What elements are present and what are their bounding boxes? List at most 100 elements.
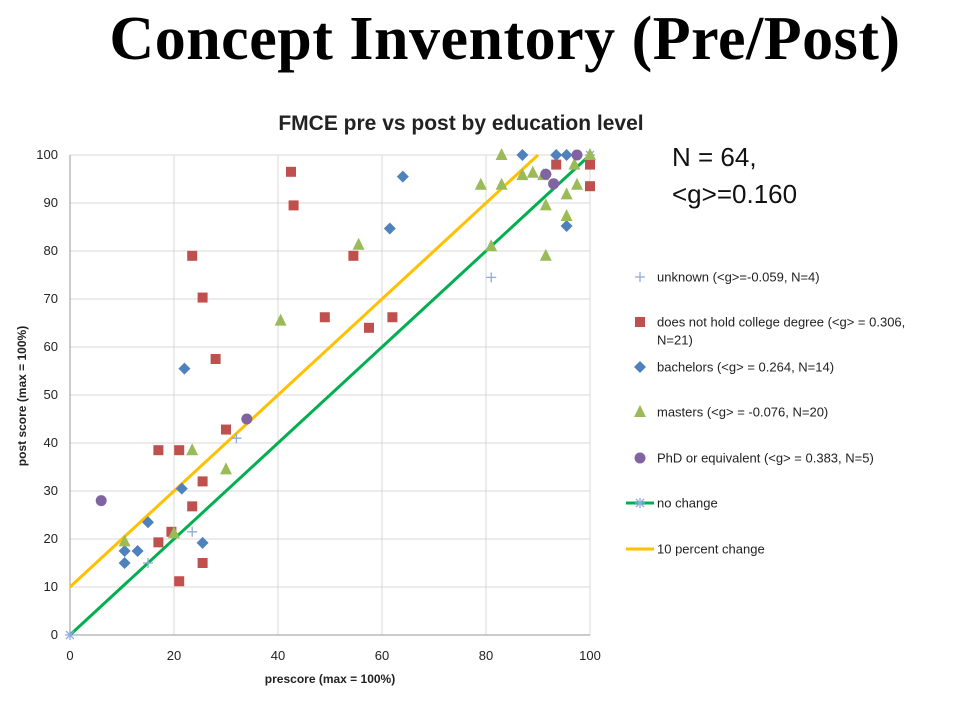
y-tick-label: 40 bbox=[44, 435, 58, 450]
legend-label: PhD or equivalent (<g> = 0.383, N=5) bbox=[657, 451, 874, 466]
data-point-s4 bbox=[540, 168, 552, 180]
data-point-s1 bbox=[348, 250, 359, 261]
legend-swatch bbox=[634, 405, 646, 417]
tick-labels: 0 10 20 30 40 50 60 70 80 90 100 0 20 40 60 80 100 bbox=[36, 147, 601, 663]
legend-label: does not hold college degree (<g> = 0.30… bbox=[657, 315, 905, 348]
y-tick-label: 30 bbox=[44, 483, 58, 498]
note-line-2: <g>=0.160 bbox=[672, 179, 797, 209]
x-tick-label: 0 bbox=[66, 648, 73, 663]
legend-label: unknown (<g>=-0.059, N=4) bbox=[657, 270, 820, 285]
x-axis-label: prescore (max = 100%) bbox=[265, 672, 395, 686]
data-point-s2 bbox=[196, 536, 209, 549]
legend-item-4: PhD or equivalent (<g> = 0.383, N=5) bbox=[634, 451, 874, 466]
legend-item-0: unknown (<g>=-0.059, N=4) bbox=[635, 270, 820, 285]
data-point-s1 bbox=[153, 537, 164, 548]
legend-label-line: masters (<g> = -0.076, N=20) bbox=[657, 405, 828, 420]
legend-label: no change bbox=[657, 496, 718, 511]
data-point-s1 bbox=[210, 354, 221, 364]
series-line-5 bbox=[68, 153, 592, 637]
data-point-s1 bbox=[197, 292, 208, 303]
legend-label-line: no change bbox=[657, 496, 718, 511]
data-point-s0 bbox=[143, 558, 153, 568]
data-point-s4 bbox=[548, 178, 560, 190]
legend-label-line: PhD or equivalent (<g> = 0.383, N=5) bbox=[657, 451, 874, 466]
data-point-s2 bbox=[396, 170, 409, 183]
legend-item-5: no change bbox=[626, 496, 718, 511]
data-point-s3 bbox=[568, 157, 581, 170]
x-tick-label: 100 bbox=[579, 648, 601, 663]
data-point-s1 bbox=[286, 166, 296, 177]
legend-swatch bbox=[634, 452, 646, 464]
data-point-s3 bbox=[220, 462, 232, 475]
legend-label: 10 percent change bbox=[657, 542, 765, 557]
data-point-s1 bbox=[585, 181, 595, 192]
legend-item-1: does not hold college degree (<g> = 0.30… bbox=[635, 315, 905, 348]
legend-item-2: bachelors (<g> = 0.264, N=14) bbox=[634, 360, 834, 375]
y-tick-label: 70 bbox=[44, 291, 58, 306]
y-tick-label: 50 bbox=[44, 387, 58, 402]
legend-item-3: masters (<g> = -0.076, N=20) bbox=[634, 405, 828, 420]
data-point-s3 bbox=[274, 313, 287, 326]
data-point-s1 bbox=[551, 159, 562, 170]
data-point-s2 bbox=[118, 557, 131, 569]
data-point-s3 bbox=[539, 198, 552, 211]
data-point-s2 bbox=[383, 222, 396, 235]
y-tick-label: 0 bbox=[51, 627, 58, 642]
data-point-s2 bbox=[142, 516, 154, 529]
data-point-s1 bbox=[197, 558, 208, 568]
data-point-s4 bbox=[571, 149, 583, 161]
legend-swatch bbox=[635, 272, 645, 282]
data-point-s1 bbox=[187, 250, 198, 261]
data-point-s1 bbox=[174, 445, 185, 456]
data-point-s1 bbox=[174, 576, 185, 587]
legend-swatch bbox=[635, 317, 645, 327]
data-point-s1 bbox=[153, 445, 164, 456]
data-point-s1 bbox=[288, 200, 299, 211]
data-point-s4 bbox=[241, 413, 253, 425]
data-point-s3 bbox=[526, 165, 539, 178]
data-points bbox=[95, 148, 596, 587]
data-point-s3 bbox=[516, 168, 529, 181]
data-point-s1 bbox=[387, 312, 398, 323]
y-tick-label: 100 bbox=[36, 147, 58, 162]
y-tick-label: 10 bbox=[44, 579, 58, 594]
data-point-s3 bbox=[352, 237, 365, 250]
data-point-s1 bbox=[221, 424, 231, 435]
legend-label-line: unknown (<g>=-0.059, N=4) bbox=[657, 270, 820, 285]
data-point-s2 bbox=[560, 149, 573, 161]
x-tick-label: 80 bbox=[479, 648, 493, 663]
y-tick-label: 20 bbox=[44, 531, 58, 546]
data-point-s1 bbox=[197, 476, 208, 487]
data-point-s3 bbox=[495, 177, 508, 190]
data-point-s2 bbox=[550, 149, 563, 161]
legend-label-line: bachelors (<g> = 0.264, N=14) bbox=[657, 360, 834, 375]
data-point-s2 bbox=[118, 545, 131, 557]
data-point-s3 bbox=[118, 534, 131, 547]
y-tick-label: 90 bbox=[44, 195, 58, 210]
summary-note: N = 64, <g>=0.160 bbox=[672, 142, 797, 209]
data-point-s1 bbox=[364, 322, 374, 333]
data-point-s2 bbox=[178, 362, 191, 375]
data-point-s2 bbox=[131, 545, 144, 557]
legend-label: bachelors (<g> = 0.264, N=14) bbox=[657, 360, 834, 375]
axes bbox=[69, 155, 590, 636]
data-point-s2 bbox=[560, 220, 573, 233]
legend-label-line: 10 percent change bbox=[657, 542, 765, 557]
data-point-s0 bbox=[486, 272, 497, 283]
y-tick-label: 60 bbox=[44, 339, 58, 354]
data-point-s3 bbox=[186, 443, 199, 456]
data-point-s1 bbox=[187, 501, 198, 512]
data-point-s1 bbox=[585, 159, 595, 170]
data-point-s0 bbox=[187, 526, 198, 537]
x-tick-label: 20 bbox=[167, 648, 181, 663]
data-point-s3 bbox=[571, 177, 583, 190]
chart-title: FMCE pre vs post by education level bbox=[278, 112, 643, 135]
x-tick-label: 40 bbox=[271, 648, 285, 663]
data-point-s2 bbox=[175, 482, 188, 495]
data-point-s3 bbox=[485, 239, 498, 252]
data-point-s3 bbox=[584, 148, 596, 160]
data-point-s3 bbox=[560, 208, 573, 221]
legend: unknown (<g>=-0.059, N=4) does not hold c… bbox=[626, 270, 905, 557]
data-point-s0 bbox=[231, 433, 242, 444]
